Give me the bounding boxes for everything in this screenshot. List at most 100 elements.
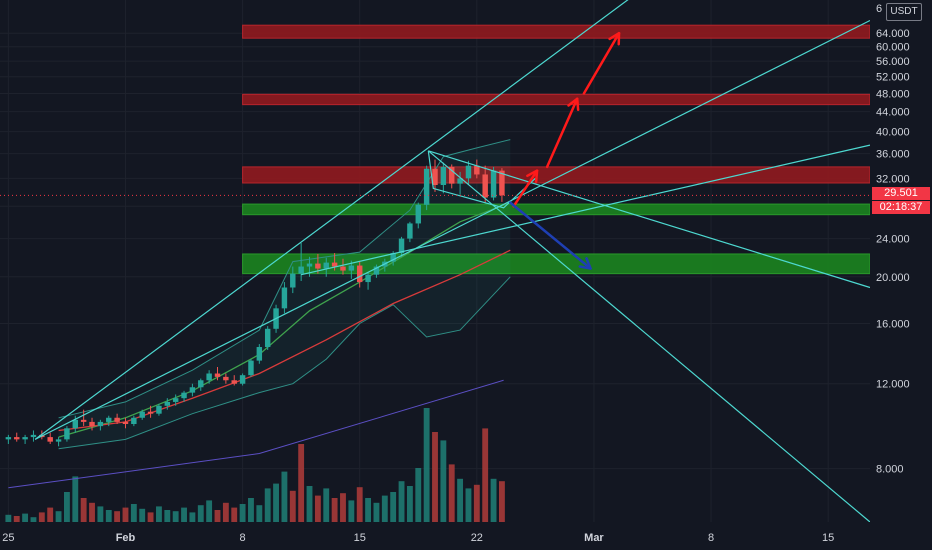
bollinger-upper [58, 139, 511, 419]
trendline [301, 144, 871, 276]
volume-bar [80, 498, 87, 522]
volume-bar [47, 507, 54, 522]
candle-body [415, 204, 421, 224]
ma-red [58, 249, 511, 432]
triangle-pattern [427, 150, 536, 209]
candle-body [189, 387, 196, 393]
y-tick-label: 56.000 [876, 56, 910, 68]
volume-bar [139, 508, 146, 522]
y-tick-label: 36.000 [876, 149, 910, 161]
bollinger-lower [58, 276, 511, 450]
volume-bar [348, 500, 355, 522]
y-tick-label: 16.000 [876, 318, 910, 330]
candle-body [172, 398, 179, 402]
volume-bar [398, 481, 405, 522]
currency-label[interactable]: USDT [886, 3, 922, 21]
candle-body [356, 265, 363, 283]
countdown-badge: 02:18:37 [872, 201, 930, 215]
volume-bars [5, 408, 505, 522]
volume-bar [214, 510, 221, 522]
x-tick-label: 8 [240, 532, 246, 544]
candle-body [106, 417, 112, 422]
candles [5, 159, 505, 447]
up-arrow [582, 31, 621, 95]
volume-bar [5, 514, 12, 522]
candle-body [5, 437, 12, 440]
volume-bar [498, 481, 505, 522]
x-tick-label: 25 [2, 532, 14, 544]
volume-bar [172, 511, 179, 522]
candle-body [206, 373, 212, 381]
volume-bar [55, 511, 62, 522]
candle-body [139, 411, 145, 418]
candle-body [264, 328, 271, 348]
volume-bar [256, 505, 263, 522]
candle-body [340, 266, 346, 271]
up-arrow-head [608, 31, 621, 46]
candle-body [248, 360, 254, 376]
volume-bar [147, 512, 154, 522]
volume-bar [298, 444, 305, 522]
price-axis-panel[interactable] [870, 0, 932, 522]
time-axis-panel[interactable] [0, 522, 932, 550]
candle-body [181, 392, 187, 399]
candle-body [490, 170, 497, 198]
price-zones [242, 24, 871, 275]
candle-body [373, 266, 380, 275]
candle-body [80, 419, 87, 422]
candle-body [72, 419, 79, 429]
up-arrow-head [526, 169, 539, 183]
volume-bar [390, 492, 397, 522]
candle-body [449, 166, 455, 184]
candle-body [22, 437, 28, 440]
volume-bar [356, 487, 363, 522]
volume-bar [130, 504, 137, 522]
candle-body [256, 347, 263, 361]
trendline [427, 150, 871, 523]
candle-body [398, 238, 405, 254]
candle-body [474, 165, 480, 175]
volume-bar [465, 488, 472, 522]
volume-bar [72, 476, 79, 522]
volume-bar [457, 478, 464, 522]
candle-body [440, 166, 447, 185]
volume-bar [206, 500, 213, 522]
volume-bar [381, 495, 388, 522]
down-arrow-head [578, 257, 592, 270]
candle-body [156, 405, 162, 414]
candle-body [457, 178, 463, 184]
resistance-zone [242, 166, 871, 184]
candle-body [122, 421, 129, 425]
volume-bar [30, 517, 37, 522]
volume-bar [323, 488, 330, 522]
candle-body [432, 168, 438, 185]
volume-bar [340, 493, 346, 522]
candle-body [407, 223, 413, 239]
y-tick-label: 40.000 [876, 127, 910, 139]
volume-bar [423, 408, 430, 522]
volume-bar [38, 512, 45, 522]
x-tick-label: Mar [584, 532, 604, 544]
x-tick-label: 22 [471, 532, 483, 544]
volume-bar [289, 490, 296, 522]
volume-bar [415, 468, 422, 522]
candle-body [348, 265, 355, 271]
candle-body [390, 253, 396, 262]
volume-bar [114, 511, 121, 522]
volume-bar [314, 495, 321, 522]
candle-body [365, 274, 371, 283]
candle-body [55, 439, 62, 442]
up-arrow [545, 97, 579, 169]
y-tick-label-top: 6 [876, 3, 882, 15]
volume-bar [89, 502, 95, 522]
volume-bar [105, 510, 112, 522]
volume-bar [189, 512, 196, 522]
resistance-zone [242, 93, 871, 106]
candle-body [281, 287, 288, 309]
down-arrow [509, 201, 592, 270]
up-arrow [512, 169, 539, 208]
y-tick-label: 60.000 [876, 42, 910, 54]
candle-body [214, 373, 221, 377]
y-tick-label: 20.000 [876, 272, 910, 284]
